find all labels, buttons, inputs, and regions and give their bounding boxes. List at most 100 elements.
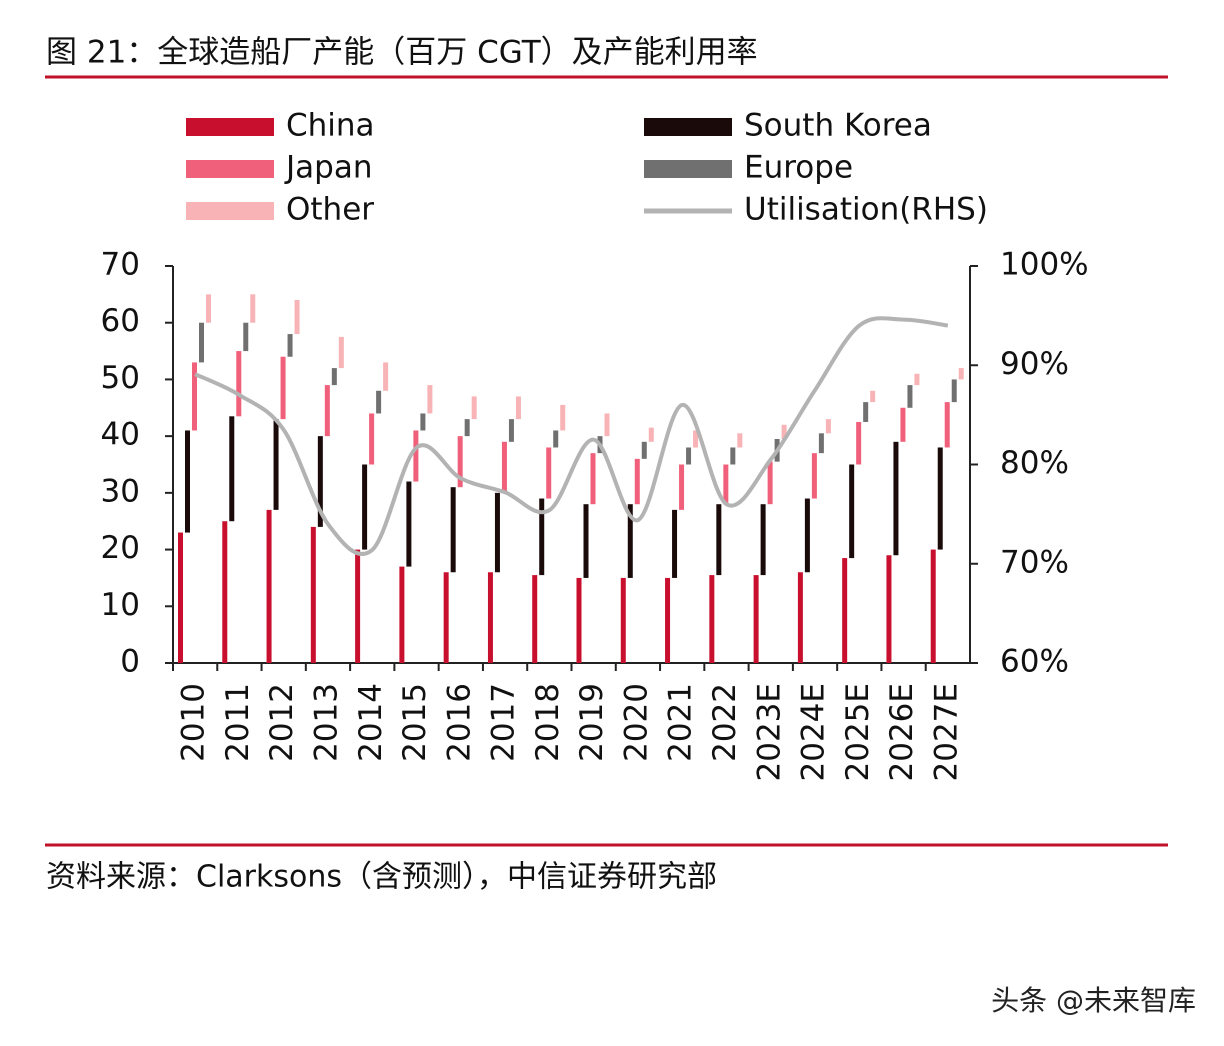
chart-title: 图 21：全球造船厂产能（百万 CGT）及产能利用率: [46, 35, 758, 71]
bar-segment: [471, 396, 477, 420]
bar-segment: [634, 458, 640, 505]
bar-segment: [457, 436, 463, 488]
bar-segment: [294, 300, 300, 335]
bar-segment: [560, 404, 566, 431]
x-tick-label: 2020: [618, 683, 654, 762]
legend-label: China: [286, 108, 375, 144]
bar-segment: [362, 464, 368, 550]
bar-segment: [420, 413, 426, 431]
x-tick-label: 2025E: [840, 683, 876, 781]
bar-segment: [856, 421, 862, 465]
legend-label: Europe: [744, 150, 853, 186]
x-tick-label: 2022: [707, 683, 743, 762]
y-tick-label: 60: [101, 303, 140, 339]
bar-segment: [515, 396, 521, 420]
y-tick-label: 30: [101, 473, 140, 509]
bar-segment: [383, 362, 389, 391]
bar-segment: [222, 521, 228, 663]
legend-swatch: [186, 202, 274, 220]
bar-segment: [693, 430, 699, 448]
utilisation-line: [194, 316, 949, 557]
bar-segment: [273, 419, 279, 510]
x-tick-label: 2023E: [751, 683, 787, 781]
y2-tick-label: 100%: [1000, 247, 1089, 283]
bar-segment: [893, 441, 899, 556]
bar-segment: [951, 379, 957, 403]
x-tick-label: 2010: [176, 683, 212, 762]
x-tick-label: 2017: [486, 683, 522, 762]
bar-segment: [199, 322, 204, 363]
bar-segment: [811, 453, 817, 499]
bar-segment: [450, 487, 456, 573]
x-tick-label: 2021: [663, 683, 699, 762]
bar-segment: [849, 464, 855, 559]
bar-segment: [532, 575, 538, 663]
bar-segment: [886, 555, 892, 663]
bar-segment: [546, 447, 552, 499]
bar-segment: [686, 447, 692, 465]
x-tick-label: 2015: [397, 683, 433, 762]
bar-segment: [501, 441, 507, 493]
bar-segment: [243, 322, 249, 352]
x-tick-label: 2026E: [884, 683, 920, 781]
y2-tick-label: 90%: [1000, 346, 1069, 382]
x-tick-label: 2014: [353, 683, 389, 762]
bar-segment: [730, 447, 736, 465]
bar-segment: [206, 294, 211, 323]
bar-segment: [716, 504, 722, 576]
bar-segment: [665, 577, 671, 663]
bar-segment: [355, 549, 361, 663]
x-tick-label: 2018: [530, 683, 566, 762]
bar-segment: [494, 492, 500, 573]
bar-segment: [958, 368, 964, 380]
legend-swatch: [644, 160, 732, 178]
bar-segment: [464, 419, 470, 437]
x-tick-label: 2013: [308, 683, 344, 762]
y2-tick-label: 80%: [1000, 445, 1069, 481]
bar-segment: [369, 413, 375, 465]
legend-label: Other: [286, 192, 374, 228]
y-tick-label: 40: [101, 417, 140, 453]
bar-segment: [672, 509, 678, 578]
x-tick-label: 2016: [441, 683, 477, 762]
bar-segment: [648, 427, 654, 442]
bar-segment: [583, 504, 589, 578]
bar-segment: [825, 419, 831, 434]
bar-segment: [178, 532, 183, 663]
bar-segment: [641, 441, 647, 459]
legend-swatch: [186, 160, 274, 178]
x-tick-label: 2027E: [928, 683, 964, 781]
bar-segment: [737, 433, 743, 448]
legend-swatch: [644, 118, 732, 136]
bar-segment: [679, 464, 685, 510]
bar-segment: [709, 575, 715, 663]
bar-segment: [753, 575, 759, 663]
bar-segment: [229, 416, 235, 522]
bar-segment: [627, 504, 633, 578]
bar-segment: [900, 407, 906, 442]
bar-segment: [192, 362, 197, 431]
bar-segment: [590, 453, 596, 505]
bar-segment: [413, 430, 419, 482]
bar-segment: [406, 481, 412, 567]
bar-segment: [604, 413, 610, 437]
bar-segment: [185, 430, 190, 533]
bar-segment: [376, 390, 382, 414]
bar-segment: [310, 526, 316, 663]
bar-segment: [539, 498, 545, 576]
legend-label: Japan: [284, 150, 372, 186]
bar-segment: [767, 461, 773, 505]
y-tick-label: 10: [101, 587, 140, 623]
legend-label: South Korea: [744, 108, 932, 144]
bar-segment: [250, 294, 256, 323]
y-tick-label: 50: [101, 360, 140, 396]
bar-segment: [236, 351, 242, 417]
bar-segment: [723, 464, 729, 505]
bar-segment: [797, 572, 803, 663]
bar-segment: [576, 577, 582, 663]
bar-segment: [620, 577, 626, 663]
bar-segment: [266, 509, 272, 663]
bar-segment: [863, 402, 869, 422]
bar-segment: [443, 572, 449, 663]
bar-segment: [338, 336, 344, 369]
